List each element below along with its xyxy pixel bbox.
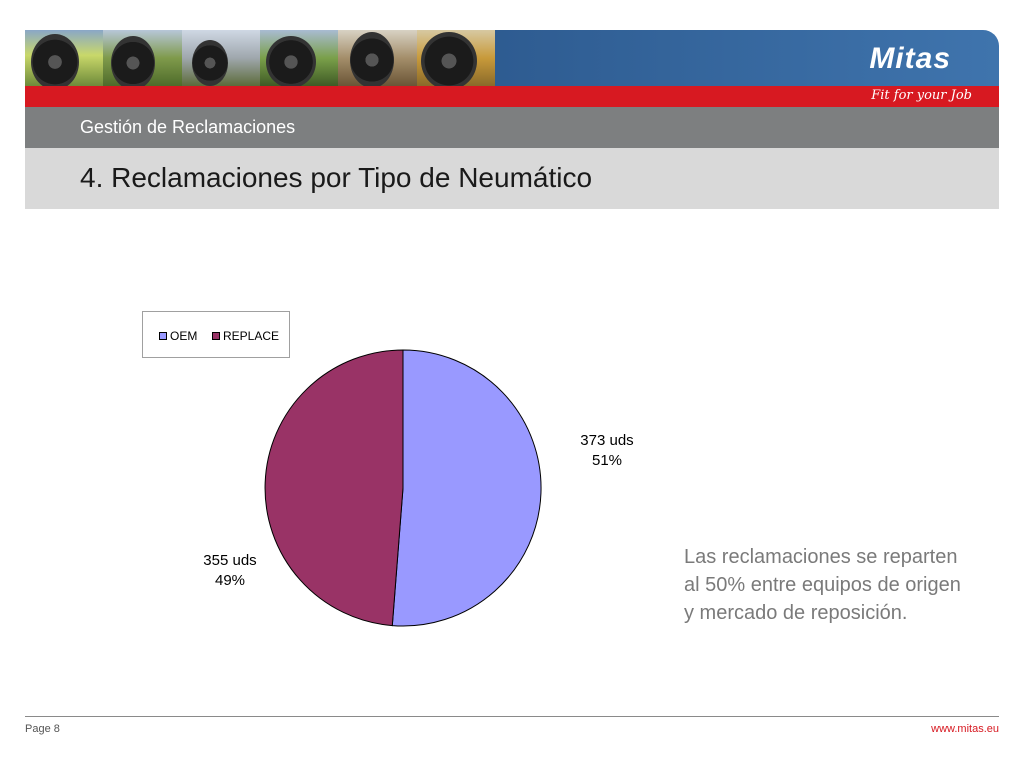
page-number: Page 8 [25, 723, 60, 735]
tire-photo-strip [25, 30, 495, 86]
data-label-percent: 49% [214, 572, 246, 589]
legend-item-oem: OEM [159, 329, 197, 343]
mitas-logo[interactable]: Mitas [869, 42, 951, 75]
tire-photo [181, 30, 260, 86]
pie-slice-oem [391, 349, 542, 627]
legend-label: REPLACE [223, 329, 280, 343]
legend-swatch [212, 332, 220, 340]
tire-photo [103, 30, 182, 86]
tire-photo [25, 30, 104, 86]
chart-legend: OEM REPLACE [142, 311, 290, 358]
pie-slice-replace [264, 349, 404, 627]
section-bar [25, 107, 999, 148]
legend-label: OEM [170, 329, 198, 343]
tire-photo [416, 30, 495, 86]
data-label-oem: 373 uds 51% [567, 431, 647, 471]
legend-item-replace: REPLACE [212, 329, 279, 343]
footer-divider [25, 716, 999, 717]
section-title: Gestión de Reclamaciones [80, 117, 296, 137]
slogan: Fit for your Job [871, 88, 972, 103]
page-title: 4. Reclamaciones por Tipo de Neumático [80, 162, 593, 193]
title-bar [25, 148, 999, 209]
data-label-units: 355 uds [203, 552, 257, 569]
tire-photo [338, 30, 417, 86]
tire-photo [259, 30, 339, 86]
website-link[interactable]: www.mitas.eu [931, 723, 999, 735]
data-label-replace: 355 uds 49% [190, 551, 270, 591]
data-label-units: 373 uds [580, 432, 634, 449]
red-strip [25, 86, 999, 107]
data-label-percent: 51% [591, 452, 623, 469]
summary-text: Las reclamaciones se reparten al 50% ent… [684, 546, 961, 624]
header-banner: Mitas [25, 30, 999, 86]
legend-swatch [159, 332, 167, 340]
